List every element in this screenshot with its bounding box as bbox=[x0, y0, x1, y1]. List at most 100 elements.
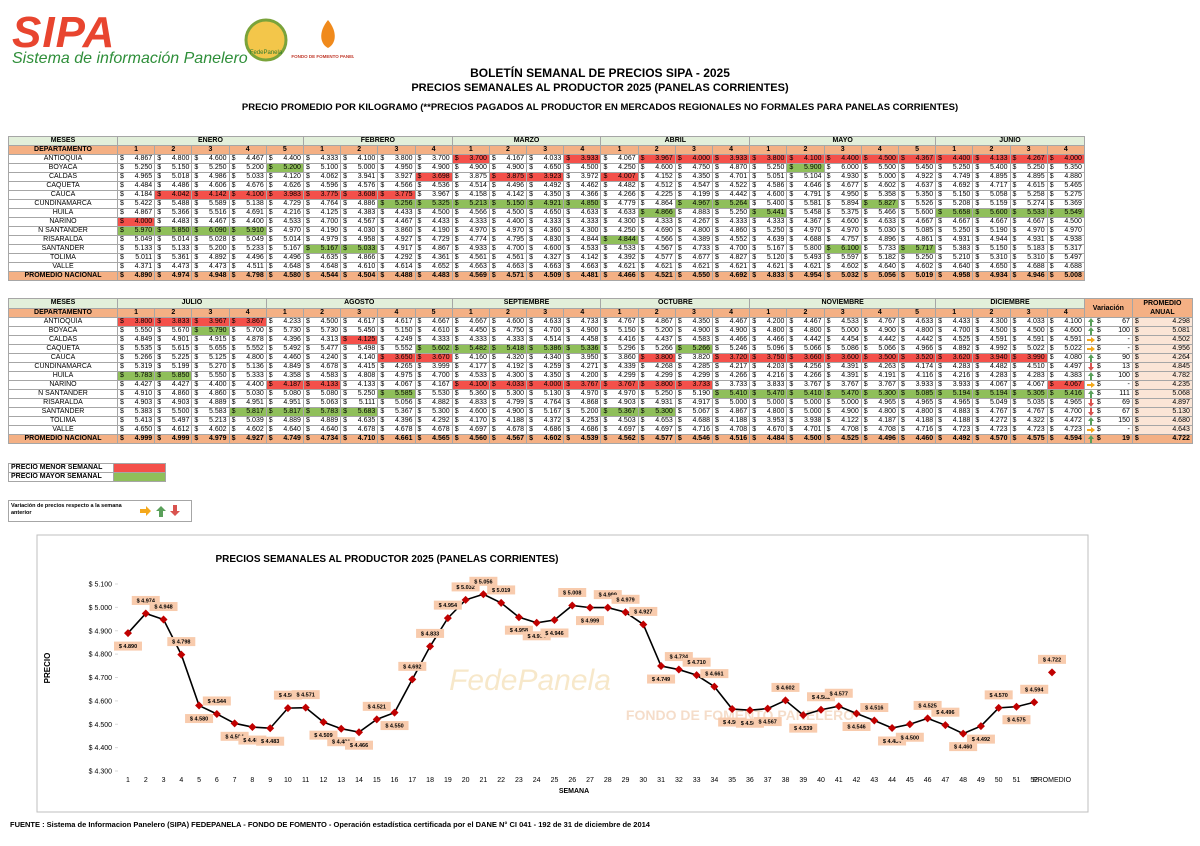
price: 4.833 bbox=[766, 272, 785, 280]
price-cell: $4.533 bbox=[451, 371, 490, 381]
currency: $ bbox=[566, 182, 571, 190]
price-cell: $5.317 bbox=[1046, 244, 1085, 254]
currency: $ bbox=[826, 263, 831, 271]
price-cell: $4.500 bbox=[302, 317, 342, 327]
currency: $ bbox=[1012, 200, 1017, 208]
currency: $ bbox=[120, 354, 124, 362]
price-cell: $6.090 bbox=[191, 226, 230, 236]
currency: $ bbox=[491, 272, 496, 280]
value-label: $ 5.032 bbox=[456, 585, 474, 591]
price-cell: $3.733 bbox=[711, 380, 751, 390]
price: 4.922 bbox=[915, 173, 934, 181]
currency: $ bbox=[380, 354, 385, 362]
currency: $ bbox=[305, 272, 310, 280]
price-cell: $4.867 bbox=[116, 154, 156, 164]
value-label-box bbox=[593, 590, 622, 600]
currency: $ bbox=[491, 381, 496, 389]
week: 2 bbox=[154, 145, 193, 155]
currency: $ bbox=[938, 381, 943, 389]
price: 5.000 bbox=[804, 408, 822, 416]
price-cell: $5.319 bbox=[116, 362, 156, 372]
price-cell: $4.717 bbox=[972, 181, 1011, 191]
price: 4.067 bbox=[618, 155, 636, 163]
price: 4.733 bbox=[692, 245, 710, 253]
currency: $ bbox=[789, 336, 794, 344]
price-cell: $5.827 bbox=[860, 199, 899, 209]
price-cell: $4.562 bbox=[600, 434, 639, 444]
trend-arrow bbox=[1087, 354, 1094, 362]
price-cell: $3.700 bbox=[414, 154, 453, 164]
dept-name: CAQUETA bbox=[8, 344, 118, 354]
value-label: $ 4.999 bbox=[599, 593, 617, 599]
price: 4.591 bbox=[1064, 336, 1082, 344]
price-cell: $5.266 bbox=[674, 344, 714, 354]
price-cell: $5.533 bbox=[1009, 208, 1048, 218]
line bbox=[127, 593, 1035, 735]
price-cell: $4.488 bbox=[377, 271, 416, 281]
price-cell: $3.660 bbox=[786, 353, 825, 363]
variation: - bbox=[1127, 381, 1130, 389]
currency: $ bbox=[1134, 435, 1139, 443]
value-label: $ 4.954 bbox=[439, 603, 458, 609]
price: 5.910 bbox=[246, 227, 264, 235]
price: 4.396 bbox=[283, 336, 301, 344]
price: 5.167 bbox=[320, 245, 339, 253]
price-cell: $5.150 bbox=[935, 190, 974, 200]
price: 4.577 bbox=[655, 435, 673, 443]
price: 4.462 bbox=[580, 182, 599, 190]
currency: $ bbox=[603, 426, 608, 434]
value-label-box bbox=[895, 732, 924, 742]
currency: $ bbox=[268, 363, 273, 371]
price-cell: $5.250 bbox=[116, 163, 156, 173]
currency: $ bbox=[454, 173, 459, 181]
price: 5.894 bbox=[841, 200, 859, 208]
price: 4.400 bbox=[246, 381, 264, 389]
currency: $ bbox=[305, 173, 310, 181]
price-cell: $4.621 bbox=[637, 262, 676, 272]
y-tick-label: $ 4.700 bbox=[89, 675, 112, 682]
week: 2 bbox=[786, 145, 825, 155]
currency: $ bbox=[194, 381, 199, 389]
currency: $ bbox=[343, 182, 348, 190]
price: 5.418 bbox=[506, 345, 525, 353]
price: 4.678 bbox=[320, 363, 339, 371]
currency: $ bbox=[789, 318, 794, 326]
price-cell: $5.530 bbox=[414, 389, 453, 399]
price-cell: $4.844 bbox=[600, 235, 639, 245]
price-cell: $4.550 bbox=[674, 271, 714, 281]
price: 5.589 bbox=[209, 200, 227, 208]
price-cell: $5.250 bbox=[637, 389, 676, 399]
price-cell: $4.633 bbox=[860, 217, 899, 227]
currency: $ bbox=[268, 318, 273, 326]
marker bbox=[817, 705, 825, 714]
price: 4.067 bbox=[989, 381, 1008, 389]
price: 4.442 bbox=[804, 336, 822, 344]
price: 5.039 bbox=[246, 417, 264, 425]
currency: $ bbox=[1134, 318, 1139, 326]
price: 5.250 bbox=[209, 164, 227, 172]
week: 4 bbox=[377, 307, 416, 318]
currency: $ bbox=[826, 191, 831, 199]
month: DICIEMBRE bbox=[935, 298, 1085, 309]
currency: $ bbox=[1049, 218, 1054, 226]
price: 4.948 bbox=[209, 272, 227, 280]
price: 4.708 bbox=[878, 426, 896, 434]
price-cell: $4.125 bbox=[340, 335, 379, 345]
price: 4.442 bbox=[915, 336, 934, 344]
trend-arrow bbox=[1087, 399, 1094, 407]
price-cell: $4.892 bbox=[191, 253, 230, 263]
currency: $ bbox=[603, 390, 608, 398]
currency: $ bbox=[752, 254, 757, 262]
price: 4.266 bbox=[618, 191, 636, 199]
price-cell: $3.950 bbox=[563, 353, 602, 363]
variation: 67 bbox=[1122, 408, 1130, 416]
legend-max: PRECIO MAYOR SEMANAL bbox=[8, 472, 114, 482]
currency: $ bbox=[640, 318, 645, 326]
currency: $ bbox=[529, 227, 533, 235]
price: 5.018 bbox=[171, 173, 190, 181]
price-cell: $4.125 bbox=[302, 208, 342, 218]
price-cell: $4.510 bbox=[1009, 362, 1048, 372]
price: 5.300 bbox=[878, 390, 896, 398]
currency: $ bbox=[863, 381, 868, 389]
price-cell: $5.250 bbox=[935, 163, 974, 173]
